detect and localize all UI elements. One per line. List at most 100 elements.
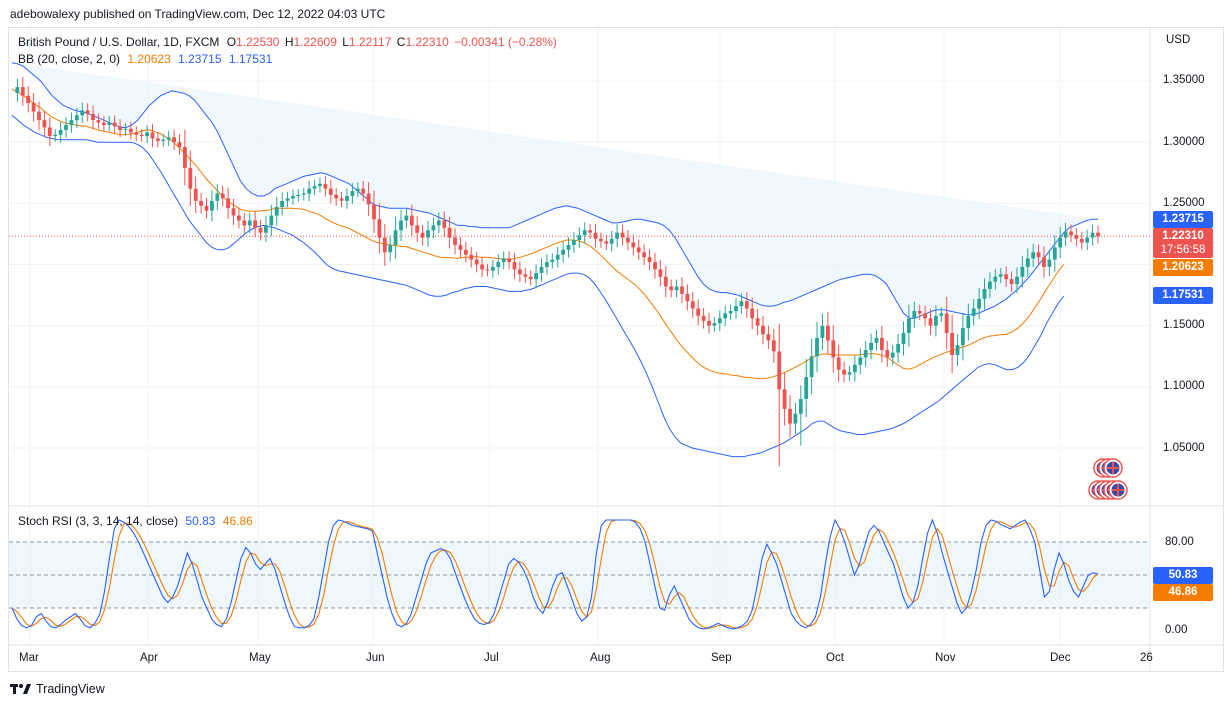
- low-value: 1.22117: [348, 35, 392, 49]
- bb-label[interactable]: BB (20, close, 2, 0): [18, 52, 121, 66]
- candle-body: [199, 200, 203, 206]
- price-tick: 1.10000: [1163, 380, 1205, 392]
- candle-body: [739, 301, 744, 307]
- candle-body: [442, 220, 447, 228]
- stoch-rsi-legend[interactable]: Stoch RSI (3, 3, 14, 14, close) 50.83 46…: [18, 514, 253, 528]
- candle-body: [264, 225, 268, 233]
- candle-body: [204, 205, 209, 211]
- candle-body: [588, 230, 592, 233]
- candle-body: [561, 249, 565, 255]
- candle-body: [847, 372, 852, 375]
- candle-body: [896, 344, 900, 353]
- close-label: C: [396, 35, 406, 49]
- price-tick: 1.25000: [1163, 197, 1205, 209]
- candle-body: [334, 194, 339, 199]
- tradingview-brand[interactable]: TradingView: [10, 682, 105, 696]
- candle-body: [118, 126, 122, 130]
- candle-body: [382, 237, 387, 253]
- low-label: L: [342, 35, 349, 49]
- last-price-tag: 1.22310 17:56:58: [1153, 228, 1213, 258]
- uk-flag-icon: [1108, 480, 1128, 500]
- rsi-tick: 80.00: [1165, 536, 1194, 548]
- bb-upper-line: [11, 62, 1098, 319]
- candle-body: [74, 115, 79, 121]
- candle-body: [350, 191, 355, 196]
- candle-body: [112, 122, 117, 127]
- candle-body: [107, 122, 112, 125]
- candle-body: [156, 138, 160, 141]
- price-tick: 1.05000: [1163, 442, 1205, 454]
- bb-lower-line: [11, 114, 1065, 458]
- stoch-k-line: [11, 518, 1099, 630]
- candle-body: [1079, 238, 1084, 243]
- price-tick: 1.35000: [1163, 74, 1205, 86]
- candle-body: [436, 220, 441, 226]
- candle-body: [582, 230, 587, 236]
- candle-body: [388, 244, 393, 253]
- candle-body: [988, 281, 992, 289]
- candle-body: [669, 286, 674, 291]
- candle-body: [566, 244, 571, 250]
- candle-body: [345, 196, 349, 201]
- candle-body: [366, 193, 371, 205]
- time-label: Mar: [19, 652, 39, 664]
- candle-body: [280, 200, 284, 207]
- candle-body: [420, 232, 425, 238]
- high-value: 1.22609: [293, 35, 337, 49]
- candle-body: [993, 276, 998, 282]
- candle-body: [696, 308, 701, 316]
- candle-body: [577, 235, 582, 240]
- candle-body: [550, 259, 555, 262]
- candle-body: [977, 298, 981, 309]
- candle-body: [285, 198, 290, 201]
- candle-body: [901, 333, 906, 344]
- candle-body: [58, 129, 63, 135]
- candle-body: [831, 340, 836, 358]
- bollinger-bands: [9, 62, 1150, 458]
- candle-body: [1047, 259, 1052, 267]
- candle-body: [96, 120, 101, 123]
- candle-body: [539, 266, 544, 273]
- candle-body: [809, 356, 814, 378]
- currency-label[interactable]: USD: [1166, 34, 1191, 46]
- bb-basis-value: 1.20623: [127, 52, 171, 66]
- rsi-tick: 0.00: [1165, 624, 1188, 636]
- candle-body: [890, 352, 895, 358]
- bb-basis-line: [11, 88, 1065, 380]
- high-label: H: [284, 35, 294, 49]
- price-tick: 1.30000: [1163, 136, 1205, 148]
- symbol-title[interactable]: British Pound / U.S. Dollar, 1D, FXCM: [18, 35, 220, 49]
- candle-body: [1074, 235, 1079, 239]
- candle-body: [712, 323, 717, 326]
- close-value: 1.22310: [405, 35, 449, 49]
- candle-body: [880, 337, 884, 351]
- symbol-legend[interactable]: British Pound / U.S. Dollar, 1D, FXCM O1…: [18, 35, 557, 49]
- candle-body: [853, 364, 857, 373]
- candle-body: [328, 188, 333, 195]
- candle-body: [750, 308, 755, 319]
- candle-body: [123, 128, 128, 130]
- stoch-d-line: [11, 519, 1099, 629]
- candle-body: [177, 142, 182, 148]
- candle-body: [717, 318, 722, 324]
- stoch-rsi-label[interactable]: Stoch RSI (3, 3, 14, 14, close): [18, 514, 179, 528]
- candle-body: [183, 147, 187, 168]
- candle-body: [253, 220, 257, 228]
- candle-body: [636, 247, 641, 253]
- candle-body: [37, 111, 41, 121]
- candle-body: [912, 311, 917, 319]
- time-label: Apr: [140, 652, 158, 664]
- tradingview-label: TradingView: [36, 682, 105, 696]
- candle-body: [1036, 252, 1041, 258]
- candle-body: [680, 286, 684, 294]
- bb-legend[interactable]: BB (20, close, 2, 0) 1.20623 1.23715 1.1…: [18, 52, 272, 66]
- candle-body: [258, 227, 263, 233]
- candle-body: [653, 262, 657, 270]
- candle-body: [507, 258, 511, 263]
- candle-body: [609, 238, 614, 244]
- candle-body: [788, 408, 792, 424]
- candle-body: [274, 207, 279, 216]
- bb-basis-tag: 1.20623: [1153, 259, 1213, 276]
- candle-body: [874, 337, 879, 343]
